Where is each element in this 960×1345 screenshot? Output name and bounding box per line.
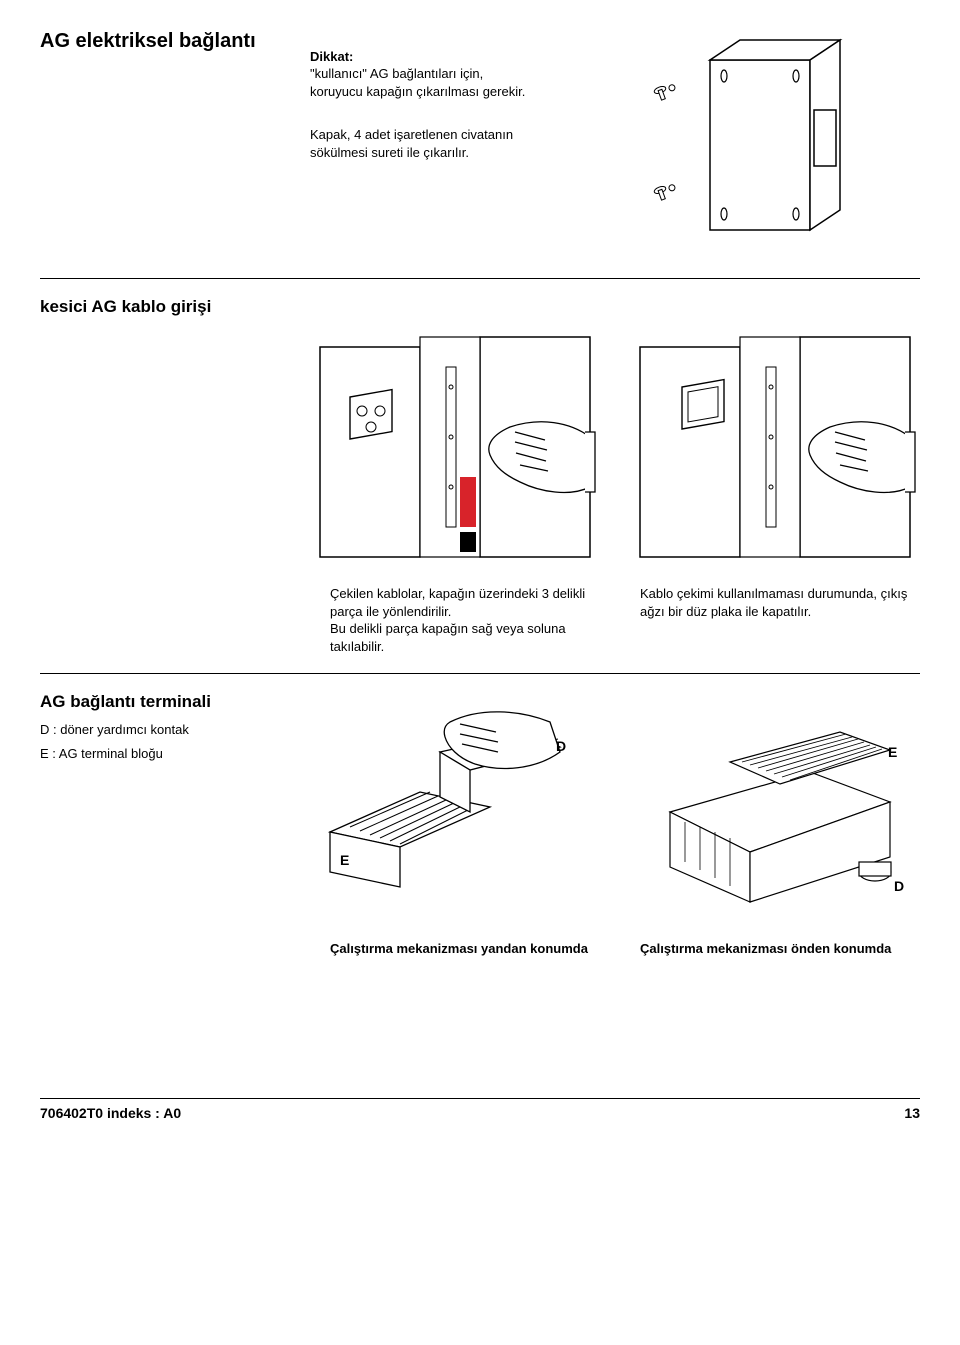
section-cable-entry: kesici AG kablo girişi <box>40 297 920 655</box>
terminal-right-illustration <box>630 692 920 922</box>
label-e-left: E <box>340 852 349 868</box>
label-d-right: D <box>894 878 904 894</box>
terminal-caption-right: Çalıştırma mekanizması önden konumda <box>640 940 920 958</box>
cover-illustration-col <box>560 30 920 260</box>
divider <box>40 673 920 674</box>
cable-entry-title: kesici AG kablo girişi <box>40 297 920 317</box>
terminal-left-illustration <box>310 692 600 922</box>
legend-d: D : döner yardımcı kontak <box>40 720 290 740</box>
page-footer: 706402T0 indeks : A0 13 <box>40 1098 920 1121</box>
cover-removal-caption: Kapak, 4 adet işaretlenen civatanın sökü… <box>310 126 530 161</box>
section-electrical-connection: AG elektriksel bağlantı Dikkat: "kullanı… <box>40 30 920 260</box>
cover-illustration <box>600 30 880 260</box>
cable-entry-caption-left: Çekilen kablolar, kapağın üzerindeki 3 d… <box>330 585 610 655</box>
attention-label: Dikkat: <box>310 49 353 64</box>
cable-entry-left-illustration <box>310 327 600 567</box>
cable-entry-captions: Çekilen kablolar, kapağın üzerindeki 3 d… <box>40 585 920 655</box>
terminal-title: AG bağlantı terminali <box>40 692 290 712</box>
cable-entry-caption-right: Kablo çekimi kullanılmaması durumunda, ç… <box>640 585 920 655</box>
terminal-left-wrap: D E <box>310 692 600 922</box>
legend-e: E : AG terminal bloğu <box>40 744 290 764</box>
label-d-left: D <box>556 738 566 754</box>
attention-text: "kullanıcı" AG bağlantıları için, koruyu… <box>310 66 525 99</box>
section-terminal: AG bağlantı terminali D : döner yardımcı… <box>40 692 920 958</box>
attention-text-col: Dikkat: "kullanıcı" AG bağlantıları için… <box>310 30 530 260</box>
footer-page-number: 13 <box>904 1105 920 1121</box>
cable-entry-illustrations <box>40 327 920 567</box>
label-e-right: E <box>888 744 897 760</box>
cable-entry-right-illustration <box>630 327 920 567</box>
divider <box>40 278 920 279</box>
terminal-caption-left: Çalıştırma mekanizması yandan konumda <box>330 940 610 958</box>
terminal-right-wrap: E D <box>630 692 920 922</box>
terminal-captions: Çalıştırma mekanizması yandan konumda Ça… <box>40 940 920 958</box>
page-title-col: AG elektriksel bağlantı <box>40 30 280 260</box>
page-title: AG elektriksel bağlantı <box>40 30 280 53</box>
footer-left: 706402T0 indeks : A0 <box>40 1105 181 1121</box>
